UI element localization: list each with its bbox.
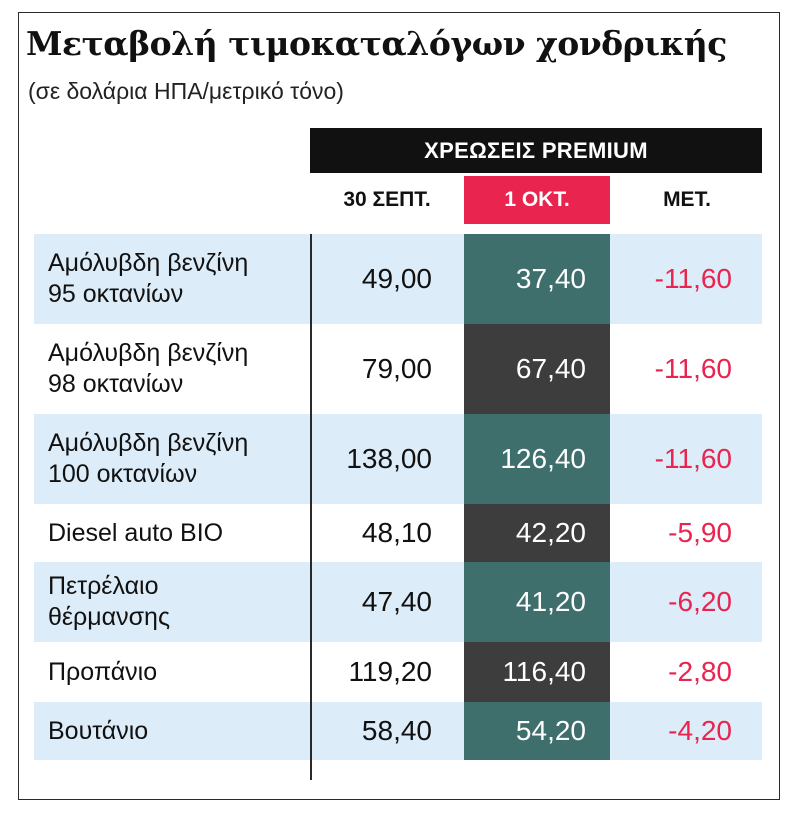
column-header-change: ΜΕΤ.: [663, 188, 711, 211]
value-oct1: 116,40: [464, 642, 610, 702]
premium-group-header: ΧΡΕΩΣΕΙΣ PREMIUM: [310, 128, 762, 173]
value-change: -4,20: [668, 715, 732, 746]
value-oct1: 41,20: [464, 562, 610, 642]
row-label: Βουτάνιο: [48, 702, 314, 760]
value-oct1: 54,20: [464, 702, 610, 760]
value-sept30: 79,00: [361, 353, 432, 384]
row-label-line: Αμόλυβδη βενζίνη: [48, 339, 249, 367]
value-oct1: 67,40: [464, 324, 610, 414]
row-label: Diesel auto BIO: [48, 504, 314, 562]
value-oct1: 42,20: [464, 504, 610, 562]
value-change: -6,20: [668, 586, 732, 617]
row-label-line: 100 οκτανίων: [48, 460, 198, 488]
column-header-oct1: 1 ΟΚΤ.: [464, 176, 610, 224]
value-sept30: 138,00: [346, 443, 432, 474]
value-change: -11,60: [654, 443, 732, 474]
column-divider: [310, 234, 312, 780]
row-label: Πετρέλαιο θέρμανσης: [48, 562, 314, 642]
chart-title: Μεταβολή τιμοκαταλόγων χονδρικής: [26, 24, 727, 63]
row-label-line: Πετρέλαιο: [48, 572, 159, 600]
row-label: Προπάνιο: [48, 642, 314, 702]
value-oct1: 126,40: [464, 414, 610, 504]
table-row: Diesel auto BIO 48,10 42,20 -5,90: [34, 504, 762, 562]
row-label-line: Βουτάνιο: [48, 716, 149, 745]
row-label: Αμόλυβδη βενζίνη 98 οκτανίων: [48, 324, 314, 414]
row-label-line: Diesel auto BIO: [48, 518, 224, 547]
table-row: Πετρέλαιο θέρμανσης 47,40 41,20 -6,20: [34, 562, 762, 642]
row-label-line: Προπάνιο: [48, 657, 158, 686]
value-change: -5,90: [668, 517, 732, 548]
value-sept30: 58,40: [361, 715, 432, 746]
row-label-line: θέρμανσης: [48, 603, 171, 631]
row-label-line: Αμόλυβδη βενζίνη: [48, 429, 249, 457]
table-row: Αμόλυβδη βενζίνη 98 οκτανίων 79,00 67,40 -11…: [34, 324, 762, 414]
value-change: -11,60: [654, 263, 732, 294]
row-label-line: 98 οκτανίων: [48, 370, 184, 398]
table-row: Βουτάνιο 58,40 54,20 -4,20: [34, 702, 762, 760]
row-label-line: Αμόλυβδη βενζίνη: [48, 249, 249, 277]
column-header-sept30: 30 ΣΕΠΤ.: [343, 188, 431, 211]
row-label: Αμόλυβδη βενζίνη 100 οκτανίων: [48, 414, 314, 504]
table-row: Αμόλυβδη βενζίνη 100 οκτανίων 138,00 126,40…: [34, 414, 762, 504]
row-label: Αμόλυβδη βενζίνη 95 οκτανίων: [48, 234, 314, 324]
value-sept30: 49,00: [361, 263, 432, 294]
table-row: Αμόλυβδη βενζίνη 95 οκτανίων 49,00 37,40 -11…: [34, 234, 762, 324]
table-body: Αμόλυβδη βενζίνη 95 οκτανίων 49,00 37,40 -11…: [34, 234, 762, 760]
chart-subtitle: (σε δολάρια ΗΠΑ/μετρικό τόνο): [28, 78, 344, 104]
value-change: -2,80: [668, 656, 732, 687]
value-sept30: 48,10: [361, 517, 432, 548]
value-sept30: 119,20: [348, 656, 432, 687]
value-sept30: 47,40: [361, 586, 432, 617]
row-label-line: 95 οκτανίων: [48, 280, 184, 308]
value-change: -11,60: [654, 353, 732, 384]
value-oct1: 37,40: [464, 234, 610, 324]
table-row: Προπάνιο 119,20 116,40 -2,80: [34, 642, 762, 702]
